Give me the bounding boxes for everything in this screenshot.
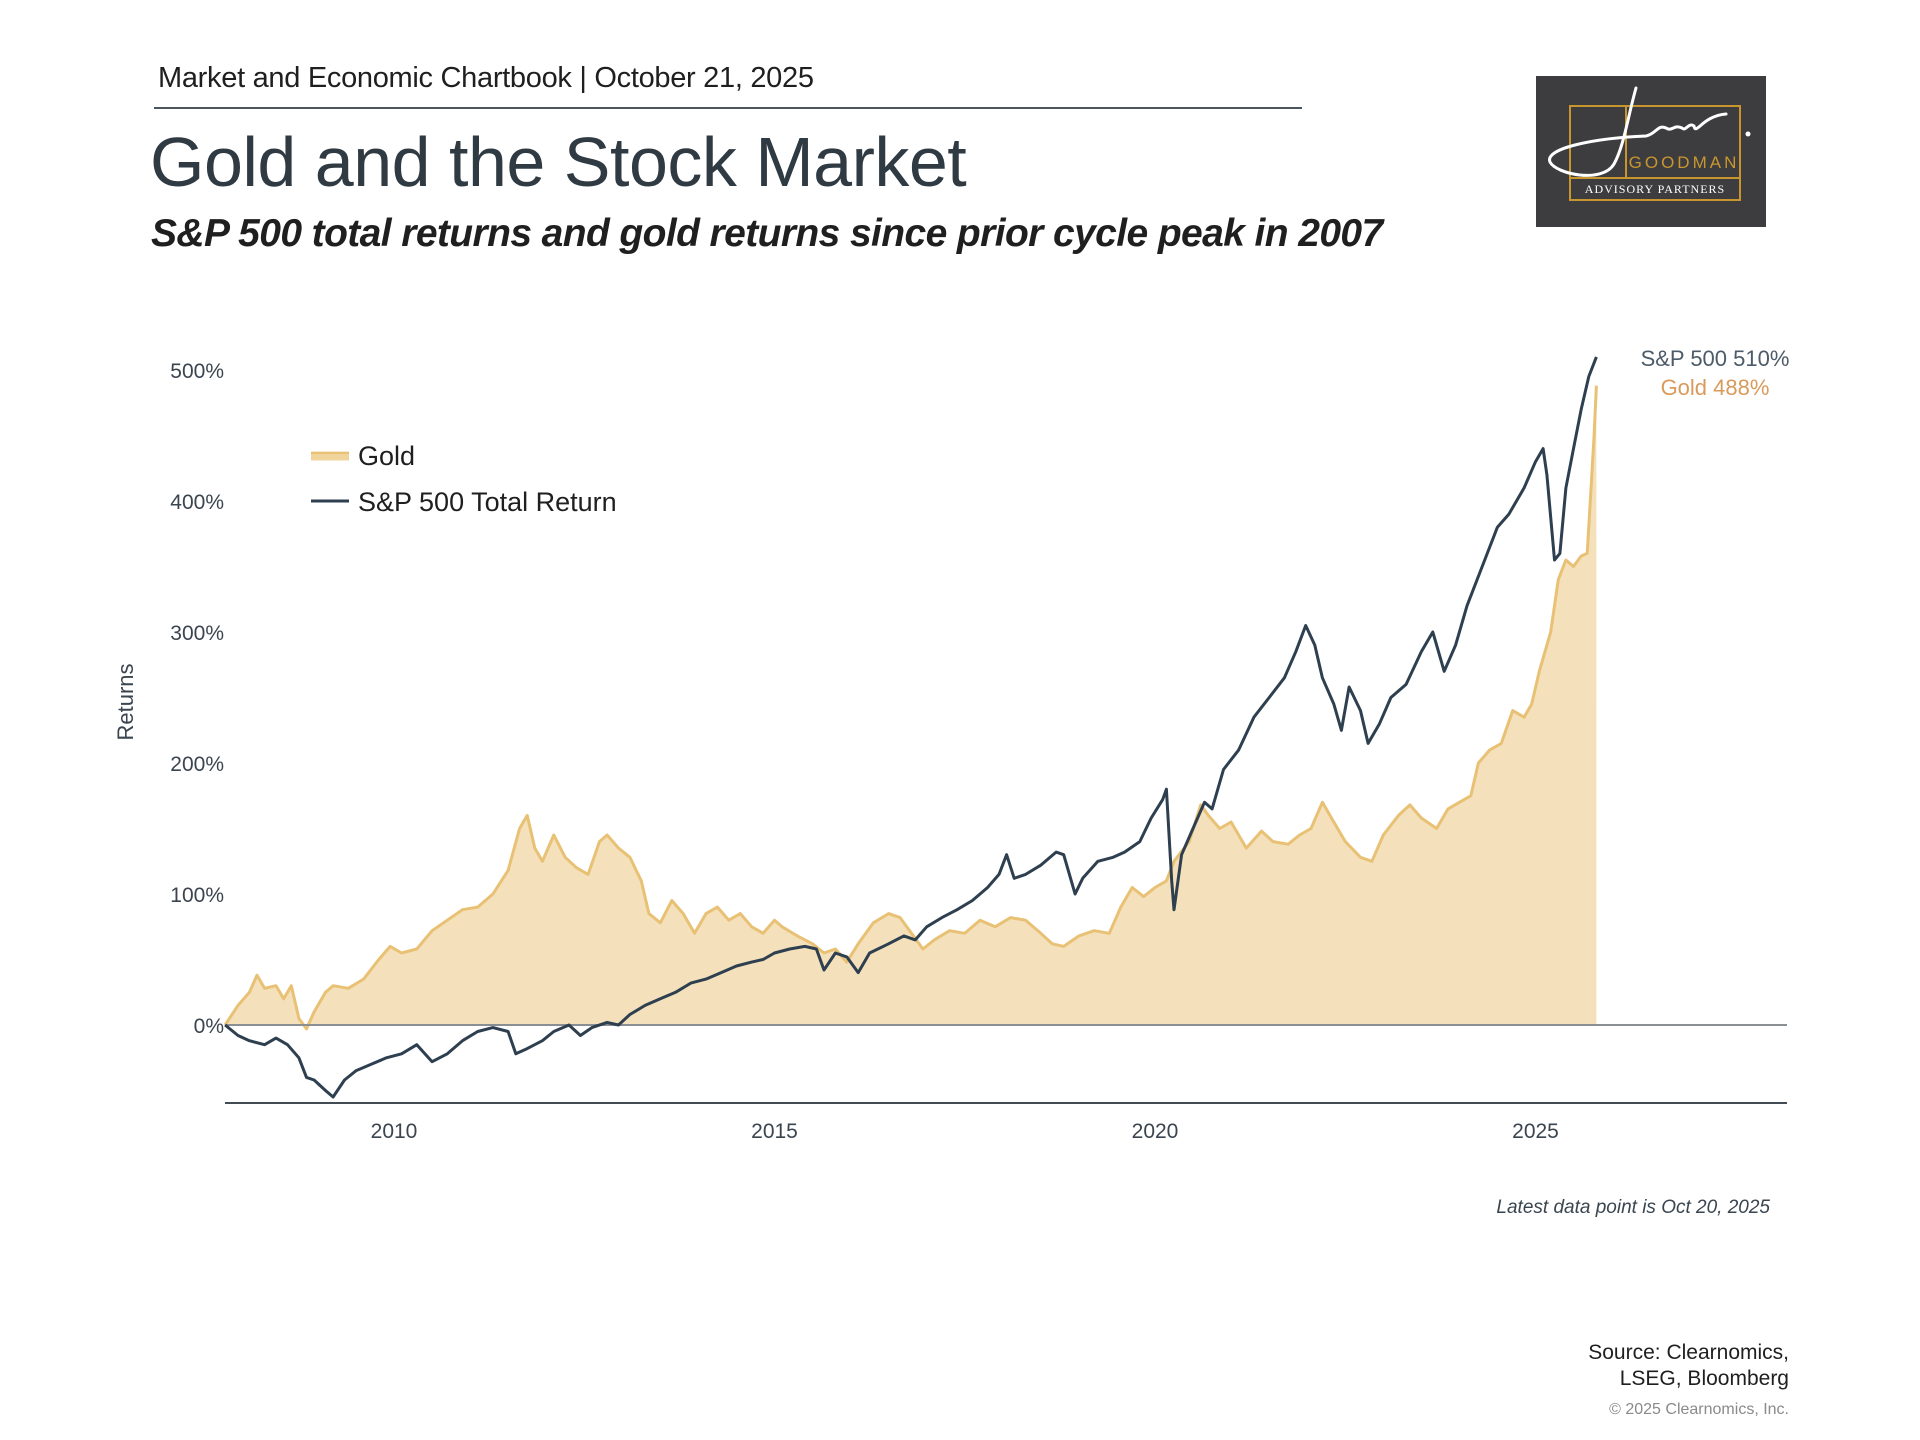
- page-subtitle: S&P 500 total returns and gold returns s…: [151, 212, 1383, 255]
- legend: Gold S&P 500 Total Return: [311, 441, 617, 517]
- y-tick-label: 0%: [194, 1015, 224, 1038]
- y-tick-label: 400%: [170, 491, 224, 514]
- legend-gold-label: Gold: [358, 441, 415, 471]
- copyright: © 2025 Clearnomics, Inc.: [1609, 1401, 1789, 1418]
- logo-signature-dot: [1745, 131, 1751, 137]
- source-line-1: Source: Clearnomics,: [1588, 1341, 1789, 1364]
- sp500-end-label: S&P 500 510%: [1641, 346, 1790, 371]
- logo-frame: [1569, 105, 1741, 201]
- latest-data-note: Latest data point is Oct 20, 2025: [1496, 1197, 1770, 1218]
- x-tick-label: 2010: [371, 1120, 418, 1143]
- x-tick-label: 2015: [751, 1120, 798, 1143]
- page-title: Gold and the Stock Market: [150, 123, 967, 201]
- logo-graphic: GOODMAN ADVISORY PARTNERS: [1548, 86, 1751, 201]
- gold-area: [225, 385, 1597, 1029]
- source-note: Source: Clearnomics, LSEG, Bloomberg: [1588, 1340, 1789, 1392]
- logo-signature: [1548, 86, 1728, 177]
- y-axis-label: Returns: [113, 663, 138, 740]
- x-tick-label: 2020: [1132, 1120, 1179, 1143]
- gold-line: [223, 385, 1598, 1031]
- company-logo: GOODMAN ADVISORY PARTNERS: [1536, 76, 1766, 227]
- x-tick-label: 2025: [1512, 1120, 1559, 1143]
- sp500-line: [224, 356, 1598, 1099]
- y-tick-label: 200%: [170, 753, 224, 776]
- logo-name: GOODMAN: [1629, 153, 1740, 172]
- y-tick-label: 300%: [170, 622, 224, 645]
- legend-sp500-label: S&P 500 Total Return: [358, 487, 617, 517]
- logo-tagline: ADVISORY PARTNERS: [1585, 182, 1725, 196]
- header-divider: [154, 107, 1302, 109]
- gold-end-label: Gold 488%: [1661, 375, 1770, 400]
- y-tick-label: 500%: [170, 360, 224, 383]
- y-tick-label: 100%: [170, 884, 224, 907]
- source-line-2: LSEG, Bloomberg: [1619, 1367, 1789, 1390]
- chartbook-header: Market and Economic Chartbook | October …: [158, 62, 814, 94]
